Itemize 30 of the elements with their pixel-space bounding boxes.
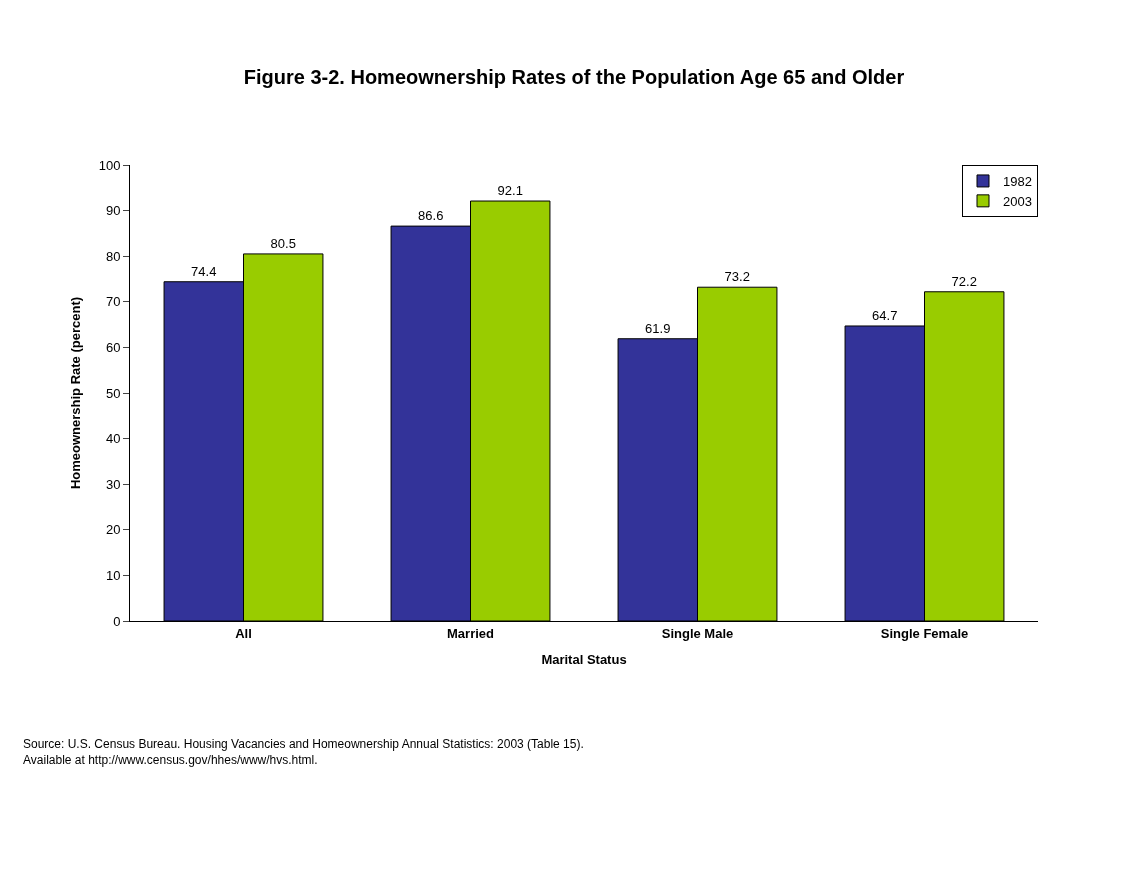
- y-tick-label: 0: [113, 613, 121, 629]
- data-label: 92.1: [497, 183, 523, 199]
- y-tick-label: 90: [105, 203, 121, 219]
- y-tick-label: 50: [105, 385, 121, 401]
- x-axis-title: Marital Status: [541, 652, 627, 668]
- x-tick-label: All: [235, 625, 252, 641]
- y-tick-label: 100: [98, 157, 121, 173]
- x-tick-label: Married: [447, 625, 495, 641]
- y-tick-label: 40: [105, 431, 121, 447]
- y-tick-label: 70: [105, 294, 121, 310]
- data-label: 61.9: [645, 320, 671, 336]
- data-label: 72.2: [951, 273, 977, 289]
- y-tick-label: 60: [105, 339, 121, 355]
- text: Available at http://www.census.gov/hhes/www/hvs.html.: [23, 753, 318, 767]
- y-tick-label: 80: [105, 248, 121, 264]
- legend-label: 2003: [1003, 193, 1032, 209]
- source-note: Source: U.S. Census Bureau. Housing Vacancies and Homeownership Annual Statistics: 2003 (Table 15).: [23, 737, 584, 751]
- data-label: 74.4: [191, 263, 217, 279]
- data-label: 80.5: [270, 235, 296, 251]
- y-tick-label: 20: [105, 522, 121, 538]
- data-label: 64.7: [872, 307, 898, 323]
- y-tick-label: 30: [105, 476, 121, 492]
- data-label: 86.6: [418, 208, 444, 224]
- legend-label: 1982: [1003, 174, 1032, 190]
- y-axis-title: Homeownership Rate (percent): [67, 296, 83, 490]
- x-tick-label: Single Female: [880, 625, 969, 641]
- data-label: 73.2: [724, 269, 750, 285]
- x-tick-label: Single Male: [661, 625, 734, 641]
- y-tick-label: 10: [105, 567, 121, 583]
- chart-title: Figure 3-2. Homeownership Rates of the Population Age 65 and Older: [243, 65, 905, 88]
